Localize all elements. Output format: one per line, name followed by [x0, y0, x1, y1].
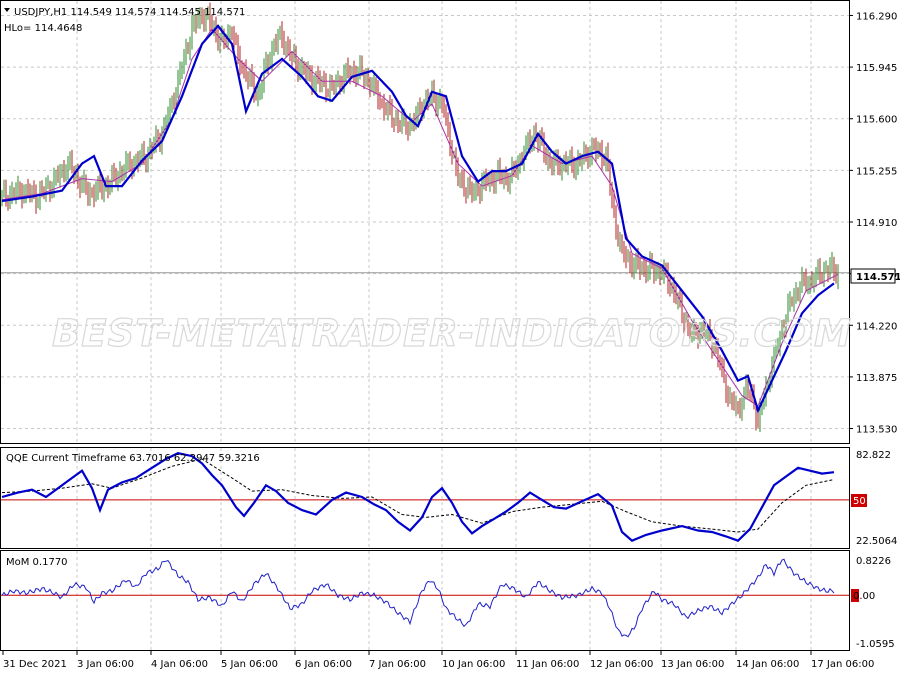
- time-tick-label: 11 Jan 06:00: [516, 659, 579, 670]
- qqe-rsi-line: [1, 452, 835, 542]
- price-tick-label: 113.875: [856, 373, 897, 384]
- time-tick-label: 10 Jan 06:00: [442, 659, 505, 670]
- time-tick-label: 12 Jan 06:00: [590, 659, 653, 670]
- hilo-value: HLo= 114.4648: [4, 23, 82, 34]
- price-panel: BEST-METATRADER-INDICATORS.COM USDJPY,H1…: [0, 0, 900, 444]
- qqe-panel: QQE Current Timeframe 63.7016 62.2947 59…: [0, 447, 897, 549]
- mom-zero-label: 0.00: [853, 591, 875, 602]
- time-tick-label: 5 Jan 06:00: [221, 659, 278, 670]
- qqe-level-label: 50: [853, 496, 866, 507]
- collapse-arrow-icon[interactable]: [4, 8, 10, 12]
- hilo-line: [1, 24, 835, 414]
- time-tick-label: 3 Jan 06:00: [77, 659, 134, 670]
- mom-header: MoM 0.1770: [6, 557, 68, 568]
- mom-max-label: 0.8226: [856, 556, 891, 567]
- time-tick-label: 6 Jan 06:00: [295, 659, 352, 670]
- price-tick-label: 115.600: [856, 115, 897, 126]
- price-tick-label: 114.220: [856, 321, 897, 332]
- time-tick-label: 14 Jan 06:00: [736, 659, 799, 670]
- price-tick-label: 115.945: [856, 63, 897, 74]
- current-price-box: [850, 268, 896, 284]
- time-tick-label: 13 Jan 06:00: [661, 659, 724, 670]
- mom-line: [1, 558, 835, 638]
- watermark: BEST-METATRADER-INDICATORS.COM: [52, 312, 852, 355]
- time-tick-label: 17 Jan 06:00: [811, 659, 874, 670]
- price-tick-label: 113.530: [856, 425, 897, 436]
- price-tick-label: 114.910: [856, 218, 897, 229]
- time-tick-label: 4 Jan 06:00: [151, 659, 208, 670]
- current-price-label: 114.571: [856, 272, 900, 283]
- symbol-header: USDJPY,H1 114.549 114.574 114.545 114.57…: [14, 7, 245, 18]
- price-tick-label: 116.290: [856, 11, 897, 22]
- qqe-header: QQE Current Timeframe 63.7016 62.2947 59…: [6, 453, 260, 464]
- time-tick-label: 7 Jan 06:00: [369, 659, 426, 670]
- momentum-panel: MoM 0.1770 0.8226 0.00 -1.0595: [0, 550, 895, 651]
- time-tick-label: 31 Dec 2021: [3, 659, 67, 670]
- qqe-level-box: [851, 494, 867, 507]
- price-tick-label: 115.255: [856, 166, 897, 177]
- qqe-trailing-line: [1, 458, 835, 533]
- mom-min-label: -1.0595: [856, 639, 895, 650]
- qqe-min-label: 22.5064: [856, 536, 897, 547]
- qqe-max-label: 82.822: [856, 450, 891, 461]
- time-axis: 31 Dec 2021 3 Jan 06:00 4 Jan 06:00 5 Jan 0…: [2, 651, 874, 670]
- mom-zero-box: [851, 589, 859, 602]
